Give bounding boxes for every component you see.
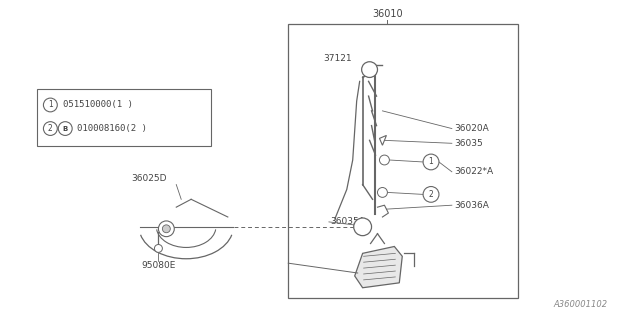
Circle shape [154, 244, 163, 252]
Text: 36036A: 36036A [454, 201, 489, 210]
Circle shape [44, 98, 58, 112]
Text: 1: 1 [48, 100, 52, 109]
Text: 36020A: 36020A [454, 124, 488, 133]
Text: 1: 1 [429, 157, 433, 166]
Circle shape [44, 122, 58, 135]
Text: A360001102: A360001102 [554, 300, 607, 309]
Circle shape [354, 218, 372, 236]
Text: 2: 2 [48, 124, 52, 133]
Text: 36035A: 36035A [330, 217, 365, 227]
Text: 37121: 37121 [323, 54, 351, 63]
Bar [38, 89, 211, 146]
Circle shape [163, 225, 170, 233]
Circle shape [159, 221, 174, 237]
Text: 36022*A: 36022*A [454, 167, 493, 176]
Polygon shape [355, 246, 403, 288]
Text: 36010: 36010 [372, 10, 403, 20]
Text: B: B [63, 125, 68, 132]
Text: 95080E: 95080E [141, 261, 175, 270]
Circle shape [58, 122, 72, 135]
Circle shape [380, 155, 389, 165]
Text: 36035: 36035 [454, 139, 483, 148]
Text: 010008160(2 ): 010008160(2 ) [77, 124, 147, 133]
Circle shape [423, 154, 439, 170]
Text: 2: 2 [429, 190, 433, 199]
Circle shape [362, 62, 378, 77]
Bar [288, 24, 518, 298]
Circle shape [423, 187, 439, 202]
Circle shape [378, 188, 387, 197]
Polygon shape [380, 135, 387, 145]
Text: 36025D: 36025D [132, 174, 167, 183]
Text: 051510000(1 ): 051510000(1 ) [63, 100, 133, 109]
